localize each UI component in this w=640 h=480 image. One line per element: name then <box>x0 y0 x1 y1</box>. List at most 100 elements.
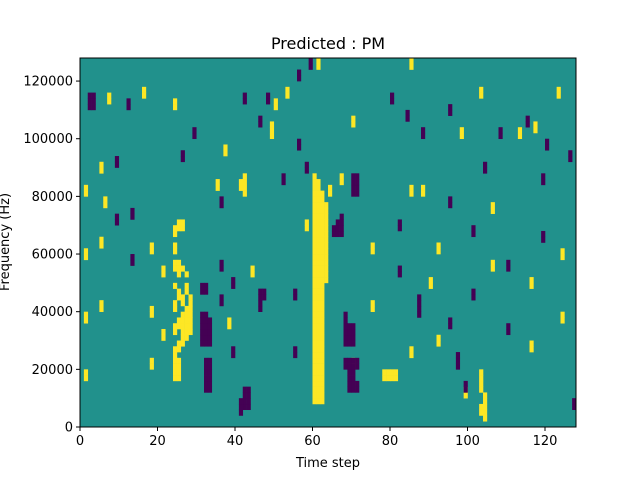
heatmap-cell <box>173 363 178 370</box>
y-axis: 0 20000 40000 60000 80000 100000 120000 <box>23 75 80 436</box>
heatmap-cell <box>304 161 309 168</box>
heatmap-cell <box>242 179 247 186</box>
heatmap-cell <box>339 225 344 232</box>
heatmap-cell <box>320 207 325 214</box>
heatmap-cell <box>490 207 495 214</box>
heatmap-cell <box>142 92 147 99</box>
heatmap-cell <box>173 98 178 105</box>
heatmap-cell <box>347 334 352 341</box>
heatmap-cell <box>227 317 232 324</box>
heatmap-cell <box>339 219 344 226</box>
heatmap-cell <box>316 236 321 243</box>
heatmap-cell <box>324 265 329 272</box>
heatmap-cell <box>207 340 213 347</box>
heatmap-cell <box>320 398 325 405</box>
heatmap-cell <box>347 375 352 382</box>
heatmap-cell <box>173 248 178 255</box>
heatmap-cell <box>114 156 120 163</box>
heatmap-cell <box>320 202 325 209</box>
heatmap-cell <box>405 115 410 122</box>
heatmap-cell <box>130 213 135 220</box>
heatmap-cell <box>320 294 325 301</box>
heatmap-cell <box>312 213 317 220</box>
heatmap-cell <box>258 305 263 312</box>
heatmap-cell <box>316 311 321 318</box>
heatmap-cell <box>448 109 453 116</box>
heatmap-cell <box>281 179 286 186</box>
heatmap-cell <box>83 311 89 318</box>
heatmap-cell <box>231 346 236 353</box>
heatmap-cell <box>184 334 189 341</box>
heatmap-cell <box>176 346 182 353</box>
heatmap-cell <box>409 184 414 191</box>
heatmap-cell <box>448 317 453 324</box>
heatmap-cell <box>161 328 166 336</box>
heatmap-cell <box>390 369 395 376</box>
heatmap-cell <box>188 323 193 330</box>
heatmap-cell <box>176 317 182 324</box>
heatmap-cell <box>242 403 247 411</box>
heatmap-cell <box>471 288 476 295</box>
heatmap-cell <box>266 92 271 99</box>
heatmap-cell <box>204 363 209 370</box>
heatmap-cell <box>180 265 185 272</box>
heatmap-cell <box>246 392 251 399</box>
heatmap-cell <box>297 144 302 151</box>
heatmap-cell <box>293 288 298 295</box>
heatmap-cell <box>483 403 488 411</box>
heatmap-cell <box>343 323 348 330</box>
heatmap-cell <box>173 300 178 307</box>
heatmap-cell <box>479 409 484 416</box>
heatmap-cell <box>180 294 185 301</box>
heatmap-cell <box>316 265 321 272</box>
heatmap-cell <box>331 225 337 232</box>
heatmap-cell <box>83 190 89 197</box>
heatmap-cell <box>258 300 263 307</box>
heatmap-cell <box>91 98 96 105</box>
heatmap-cell <box>273 104 278 111</box>
heatmap-cell <box>335 225 340 232</box>
heatmap-cell <box>397 271 402 278</box>
heatmap-cell <box>316 179 321 186</box>
heatmap-cell <box>479 86 484 93</box>
heatmap-cell <box>351 328 356 336</box>
heatmap-cell <box>149 248 154 255</box>
heatmap-cell <box>184 305 189 312</box>
heatmap-cell <box>312 317 317 324</box>
heatmap-cell <box>246 386 251 393</box>
heatmap-cell <box>312 300 317 307</box>
heatmap-cell <box>320 242 325 249</box>
heatmap-cell <box>506 323 511 330</box>
heatmap-cell <box>351 363 356 370</box>
heatmap-cell <box>386 369 391 376</box>
heatmap-cell <box>343 357 348 364</box>
heatmap-cell <box>223 144 228 151</box>
heatmap-cell <box>99 161 104 168</box>
heatmap-cell <box>417 300 422 307</box>
heatmap-cell <box>320 213 325 220</box>
heatmap-cell <box>320 196 325 203</box>
heatmap-cell <box>281 173 286 180</box>
heatmap-cell <box>173 259 178 266</box>
heatmap-cell <box>320 248 325 255</box>
heatmap-cell <box>316 386 321 393</box>
heatmap-cell <box>347 323 352 330</box>
heatmap-cell <box>324 236 329 243</box>
heatmap-cell <box>459 132 464 140</box>
heatmap-cell <box>490 265 495 272</box>
heatmap-cell <box>448 196 453 203</box>
heatmap-cell <box>312 248 317 255</box>
heatmap-cell <box>471 230 476 238</box>
heatmap-cell <box>103 202 108 209</box>
plot-frame <box>79 57 577 428</box>
heatmap-cell <box>517 127 523 134</box>
heatmap-cell <box>370 248 375 255</box>
heatmap-cell <box>498 132 503 140</box>
heatmap-cell <box>188 300 193 307</box>
heatmap-cell <box>339 213 344 220</box>
heatmap-cell <box>455 352 461 359</box>
heatmap-cell <box>479 369 484 376</box>
heatmap-cell <box>207 386 213 393</box>
heatmap-cell <box>316 230 321 238</box>
heatmap-cell <box>572 403 577 411</box>
